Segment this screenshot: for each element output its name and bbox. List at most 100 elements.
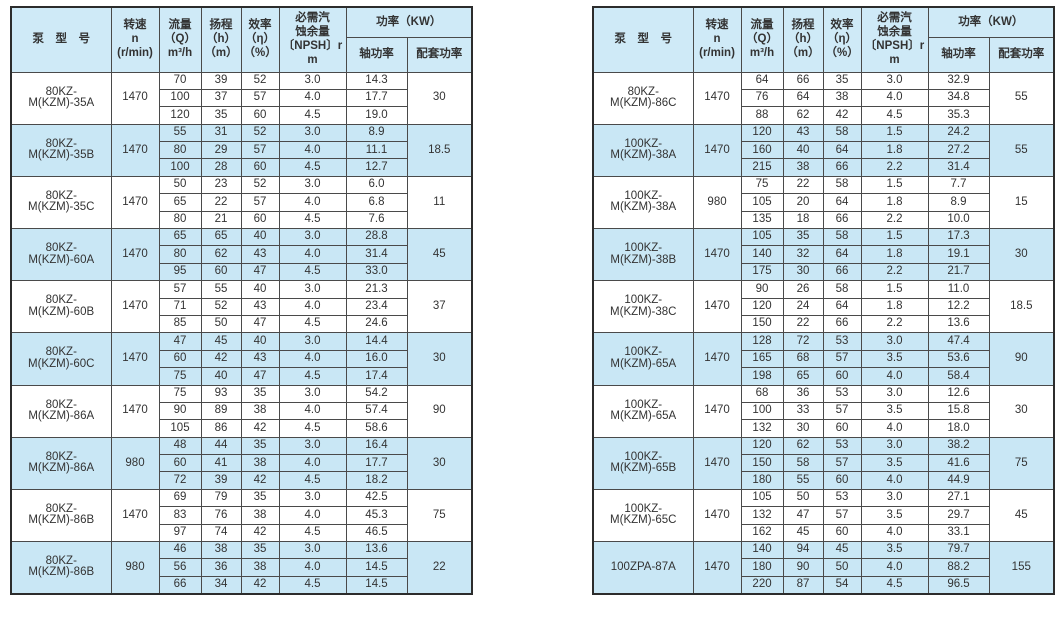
cell-npsh: 4.0 xyxy=(860,88,929,108)
cell-flow: 105 xyxy=(158,419,202,438)
cell-npsh: 4.0 xyxy=(278,245,347,264)
cell-speed: 980 xyxy=(692,175,742,230)
spec-row: 175 30 66 2.2 21.7 xyxy=(593,262,1054,282)
cell-npsh: 3.5 xyxy=(860,506,929,525)
cell-speed: 980 xyxy=(110,436,160,490)
cell-flow: 105 xyxy=(740,488,784,508)
cell-shaft-power: 47.4 xyxy=(927,332,990,351)
cell-head: 40 xyxy=(782,141,824,160)
cell-efficiency: 58 xyxy=(822,123,862,143)
cell-flow: 64 xyxy=(740,71,784,90)
cell-efficiency: 47 xyxy=(240,314,280,334)
cell-head: 62 xyxy=(782,436,824,456)
cell-efficiency: 40 xyxy=(240,332,280,351)
spec-row: 71 52 43 4.0 23.4 xyxy=(11,297,472,316)
cell-shaft-power: 10.0 xyxy=(927,210,990,230)
cell-npsh: 3.5 xyxy=(860,401,929,421)
cell-npsh: 4.0 xyxy=(860,419,929,438)
cell-head: 62 xyxy=(200,245,242,264)
cell-npsh: 3.0 xyxy=(278,541,347,560)
cell-efficiency: 60 xyxy=(240,158,280,177)
cell-pump-model: 100ZPA-87A xyxy=(592,541,694,595)
cell-shaft-power: 24.2 xyxy=(927,123,990,143)
spec-row: 100KZ-M(KZM)-65A 1470 68 36 53 3.0 12.6 30 xyxy=(592,384,1055,438)
cell-head: 55 xyxy=(200,280,242,299)
cell-flow: 88 xyxy=(740,106,784,125)
spec-row: 150 22 66 2.2 13.6 xyxy=(593,314,1054,334)
cell-flow: 50 xyxy=(158,175,202,195)
header-efficiency: 效率 （η） （%） xyxy=(240,6,280,73)
cell-npsh: 3.0 xyxy=(278,384,347,403)
cell-efficiency: 57 xyxy=(240,193,280,212)
cell-flow: 162 xyxy=(740,523,784,543)
cell-shaft-power: 14.4 xyxy=(345,332,408,351)
cell-shaft-power: 8.9 xyxy=(927,193,990,212)
cell-head: 93 xyxy=(200,384,242,403)
cell-efficiency: 47 xyxy=(240,262,280,282)
spec-row: 100KZ-M(KZM)-38C 1470 90 26 58 1.5 11.0 18.5 xyxy=(592,280,1055,334)
cell-speed: 1470 xyxy=(110,384,160,438)
cell-head: 72 xyxy=(782,332,824,351)
spec-row: 120 35 60 4.5 19.0 xyxy=(11,106,472,125)
cell-shaft-power: 17.3 xyxy=(927,228,990,247)
cell-pump-model: 80KZ-M(KZM)-35A xyxy=(10,71,112,125)
cell-npsh: 3.0 xyxy=(278,228,347,247)
spec-row: 180 90 50 4.0 88.2 xyxy=(593,558,1054,577)
cell-shaft-power: 32.9 xyxy=(927,71,990,90)
cell-npsh: 3.0 xyxy=(278,123,347,143)
cell-flow: 160 xyxy=(740,141,784,160)
header-efficiency: 效率 （η） （%） xyxy=(822,6,862,73)
cell-shaft-power: 57.4 xyxy=(345,401,408,421)
cell-npsh: 4.0 xyxy=(278,141,347,160)
cell-flow: 72 xyxy=(158,471,202,490)
table-body-right: 80KZ-M(KZM)-86C 1470 64 66 35 3.0 32.9 55 76 64 38… xyxy=(592,71,1055,595)
spec-row: 100KZ-M(KZM)-38A 1470 120 43 58 1.5 24.2 55 xyxy=(592,123,1055,177)
cell-npsh: 1.5 xyxy=(860,228,929,247)
spec-row: 80KZ-M(KZM)-86B 980 46 38 35 3.0 13.6 22 xyxy=(10,541,473,595)
cell-efficiency: 35 xyxy=(822,71,862,90)
cell-flow: 150 xyxy=(740,454,784,473)
cell-efficiency: 64 xyxy=(822,297,862,316)
spec-row: 80KZ-M(KZM)-60A 1470 65 65 40 3.0 28.8 45 xyxy=(10,228,473,282)
cell-efficiency: 60 xyxy=(822,523,862,543)
cell-head: 28 xyxy=(200,158,242,177)
cell-npsh: 1.5 xyxy=(860,123,929,143)
cell-head: 64 xyxy=(782,88,824,108)
cell-flow: 132 xyxy=(740,506,784,525)
spec-row: 90 89 38 4.0 57.4 xyxy=(11,401,472,421)
cell-flow: 120 xyxy=(158,106,202,125)
cell-matched-power: 37 xyxy=(406,280,473,334)
header-matched-power: 配套功率 xyxy=(406,36,473,73)
cell-head: 35 xyxy=(200,106,242,125)
cell-head: 34 xyxy=(200,575,242,595)
cell-flow: 175 xyxy=(740,262,784,282)
cell-shaft-power: 96.5 xyxy=(927,575,990,595)
cell-efficiency: 47 xyxy=(240,367,280,386)
cell-matched-power: 75 xyxy=(406,488,473,543)
cell-matched-power: 45 xyxy=(406,228,473,282)
cell-speed: 1470 xyxy=(692,436,742,490)
cell-shaft-power: 19.1 xyxy=(927,245,990,264)
cell-pump-model: 100KZ-M(KZM)-38C xyxy=(592,280,694,334)
pump-spec-sheet: 泵 型 号 转速 n (r/min) 流量 （Q） m³/h 扬程 （h） （m） 效率 （η… xyxy=(10,6,1056,595)
cell-flow: 132 xyxy=(740,419,784,438)
cell-npsh: 4.0 xyxy=(860,523,929,543)
cell-speed: 1470 xyxy=(110,175,160,230)
cell-pump-model: 80KZ-M(KZM)-60C xyxy=(10,332,112,386)
cell-shaft-power: 28.8 xyxy=(345,228,408,247)
cell-head: 31 xyxy=(200,123,242,143)
cell-shaft-power: 29.7 xyxy=(927,506,990,525)
cell-efficiency: 60 xyxy=(240,210,280,230)
cell-npsh: 4.0 xyxy=(278,558,347,577)
cell-head: 42 xyxy=(200,349,242,369)
cell-shaft-power: 31.4 xyxy=(345,245,408,264)
cell-efficiency: 66 xyxy=(822,262,862,282)
cell-shaft-power: 79.7 xyxy=(927,541,990,560)
cell-matched-power: 90 xyxy=(988,332,1055,386)
cell-head: 26 xyxy=(782,280,824,299)
cell-efficiency: 53 xyxy=(822,436,862,456)
cell-efficiency: 57 xyxy=(822,454,862,473)
cell-matched-power: 15 xyxy=(988,175,1055,230)
cell-head: 40 xyxy=(200,367,242,386)
cell-flow: 135 xyxy=(740,210,784,230)
